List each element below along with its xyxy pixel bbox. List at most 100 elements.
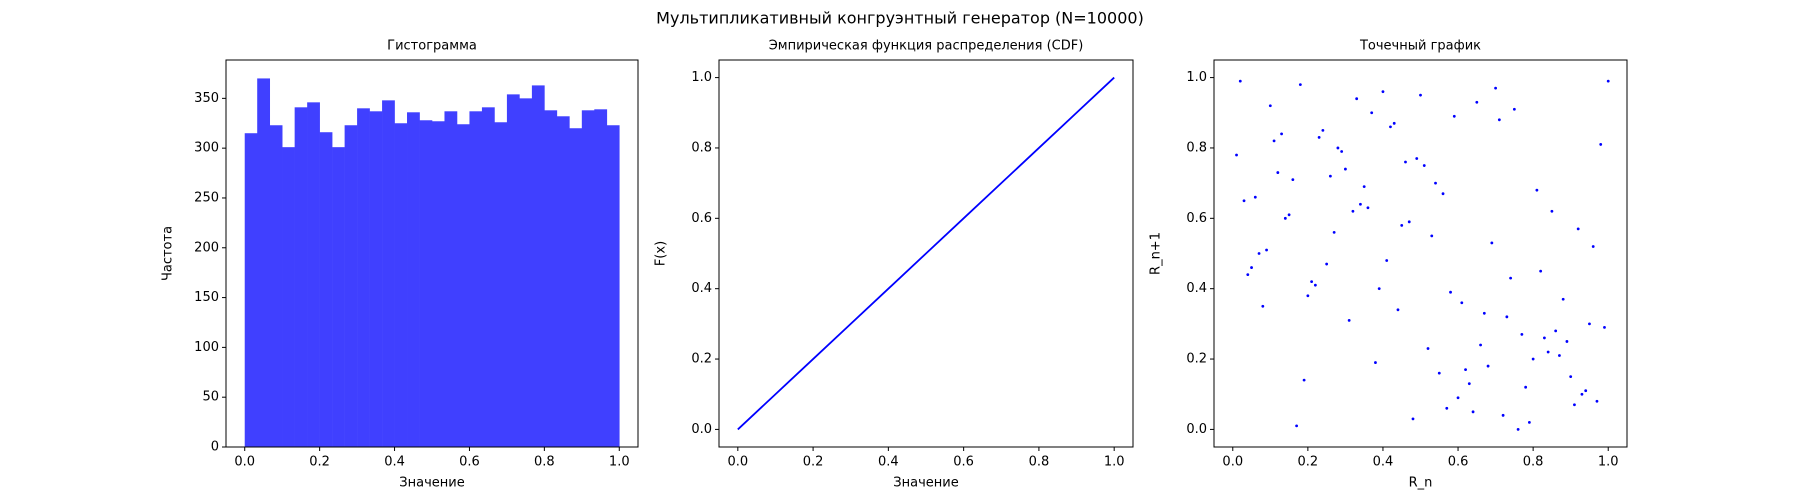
bar <box>456 124 470 447</box>
point <box>1389 125 1392 129</box>
bar <box>357 108 370 447</box>
point <box>1437 371 1441 375</box>
bar <box>419 120 433 447</box>
y-tick-label: 150 <box>194 290 219 305</box>
x-tick-label: 0.2 <box>803 455 824 470</box>
bar <box>394 123 408 448</box>
bar <box>332 147 345 447</box>
point <box>1449 290 1452 294</box>
bar <box>494 122 508 447</box>
point <box>1479 343 1482 347</box>
x-tick-label: 0.0 <box>727 455 748 470</box>
bar <box>506 94 520 448</box>
point <box>1347 318 1351 322</box>
point <box>1550 209 1554 213</box>
point <box>1246 273 1250 277</box>
point <box>1381 90 1385 94</box>
point <box>1400 223 1404 227</box>
point <box>1302 378 1306 382</box>
y-tick-label: 200 <box>194 240 219 255</box>
point <box>1295 424 1298 428</box>
bar <box>519 98 533 447</box>
bar <box>556 116 570 447</box>
point <box>1471 410 1475 414</box>
point <box>1317 136 1321 139</box>
point <box>1426 347 1430 350</box>
point <box>1370 111 1374 115</box>
point <box>1298 83 1302 87</box>
bar <box>344 125 358 447</box>
x-axis-label: Значение <box>893 476 958 491</box>
point <box>1235 153 1238 157</box>
point <box>1584 389 1588 393</box>
bar <box>569 128 583 447</box>
point <box>1238 79 1242 83</box>
y-tick-label: 1.0 <box>691 70 712 85</box>
y-tick-label: 0.6 <box>1186 211 1207 226</box>
point <box>1565 340 1569 343</box>
point <box>1242 199 1246 203</box>
point <box>1377 287 1381 291</box>
point <box>1374 361 1377 364</box>
point <box>1434 181 1437 185</box>
point <box>1482 311 1486 315</box>
bar <box>319 132 333 447</box>
bar <box>469 111 483 448</box>
x-tick-label: 0.8 <box>534 455 555 470</box>
bar <box>257 78 271 447</box>
x-tick-label: 0.6 <box>953 455 974 470</box>
x-tick-label: 0.0 <box>1222 455 1243 470</box>
y-tick-label: 250 <box>194 190 219 205</box>
y-tick-label: 0.2 <box>691 352 712 367</box>
x-axis-label: Значение <box>399 476 464 491</box>
point <box>1411 417 1415 421</box>
point <box>1505 315 1509 319</box>
point <box>1576 227 1580 231</box>
point <box>1351 209 1355 213</box>
bar <box>294 107 308 448</box>
point <box>1486 364 1490 368</box>
bar <box>307 102 320 447</box>
point <box>1396 308 1400 312</box>
x-tick-label: 0.0 <box>234 455 255 470</box>
y-axis-label: Частота <box>161 226 176 281</box>
point <box>1516 428 1520 431</box>
x-tick-label: 1.0 <box>1598 455 1619 470</box>
point <box>1392 121 1396 125</box>
point <box>1407 220 1411 224</box>
y-tick-label: 300 <box>194 141 219 156</box>
point <box>1441 192 1445 196</box>
point <box>1253 195 1257 199</box>
point <box>1287 213 1291 217</box>
y-tick-label: 0.0 <box>1186 422 1207 437</box>
x-tick-label: 0.4 <box>878 455 899 470</box>
point <box>1606 79 1610 83</box>
point <box>1355 97 1359 101</box>
y-tick-label: 0.6 <box>691 211 712 226</box>
x-tick-label: 0.8 <box>1523 455 1544 470</box>
point <box>1257 252 1261 255</box>
bar <box>269 125 283 447</box>
y-axis-label: F(x) <box>654 241 669 266</box>
figure-title: Мультипликативный конгруэнтный генератор… <box>656 9 1144 28</box>
bar <box>606 125 620 447</box>
y-axis-label: R_n+1 <box>1149 232 1164 275</box>
y-tick-label: 50 <box>202 390 219 405</box>
point <box>1456 396 1460 400</box>
bar <box>544 110 558 447</box>
y-tick-label: 0.8 <box>1186 140 1207 155</box>
point <box>1599 143 1603 146</box>
point <box>1497 118 1501 122</box>
point <box>1573 403 1576 407</box>
point <box>1306 294 1310 298</box>
y-tick-label: 0.2 <box>1186 352 1207 367</box>
bar <box>581 110 595 447</box>
bar <box>282 147 295 447</box>
point <box>1283 216 1287 220</box>
point <box>1531 357 1535 361</box>
subplot-title: Точечный график <box>1359 39 1481 54</box>
bar <box>594 109 608 447</box>
point <box>1527 420 1531 424</box>
point <box>1325 262 1329 266</box>
point <box>1366 206 1370 210</box>
